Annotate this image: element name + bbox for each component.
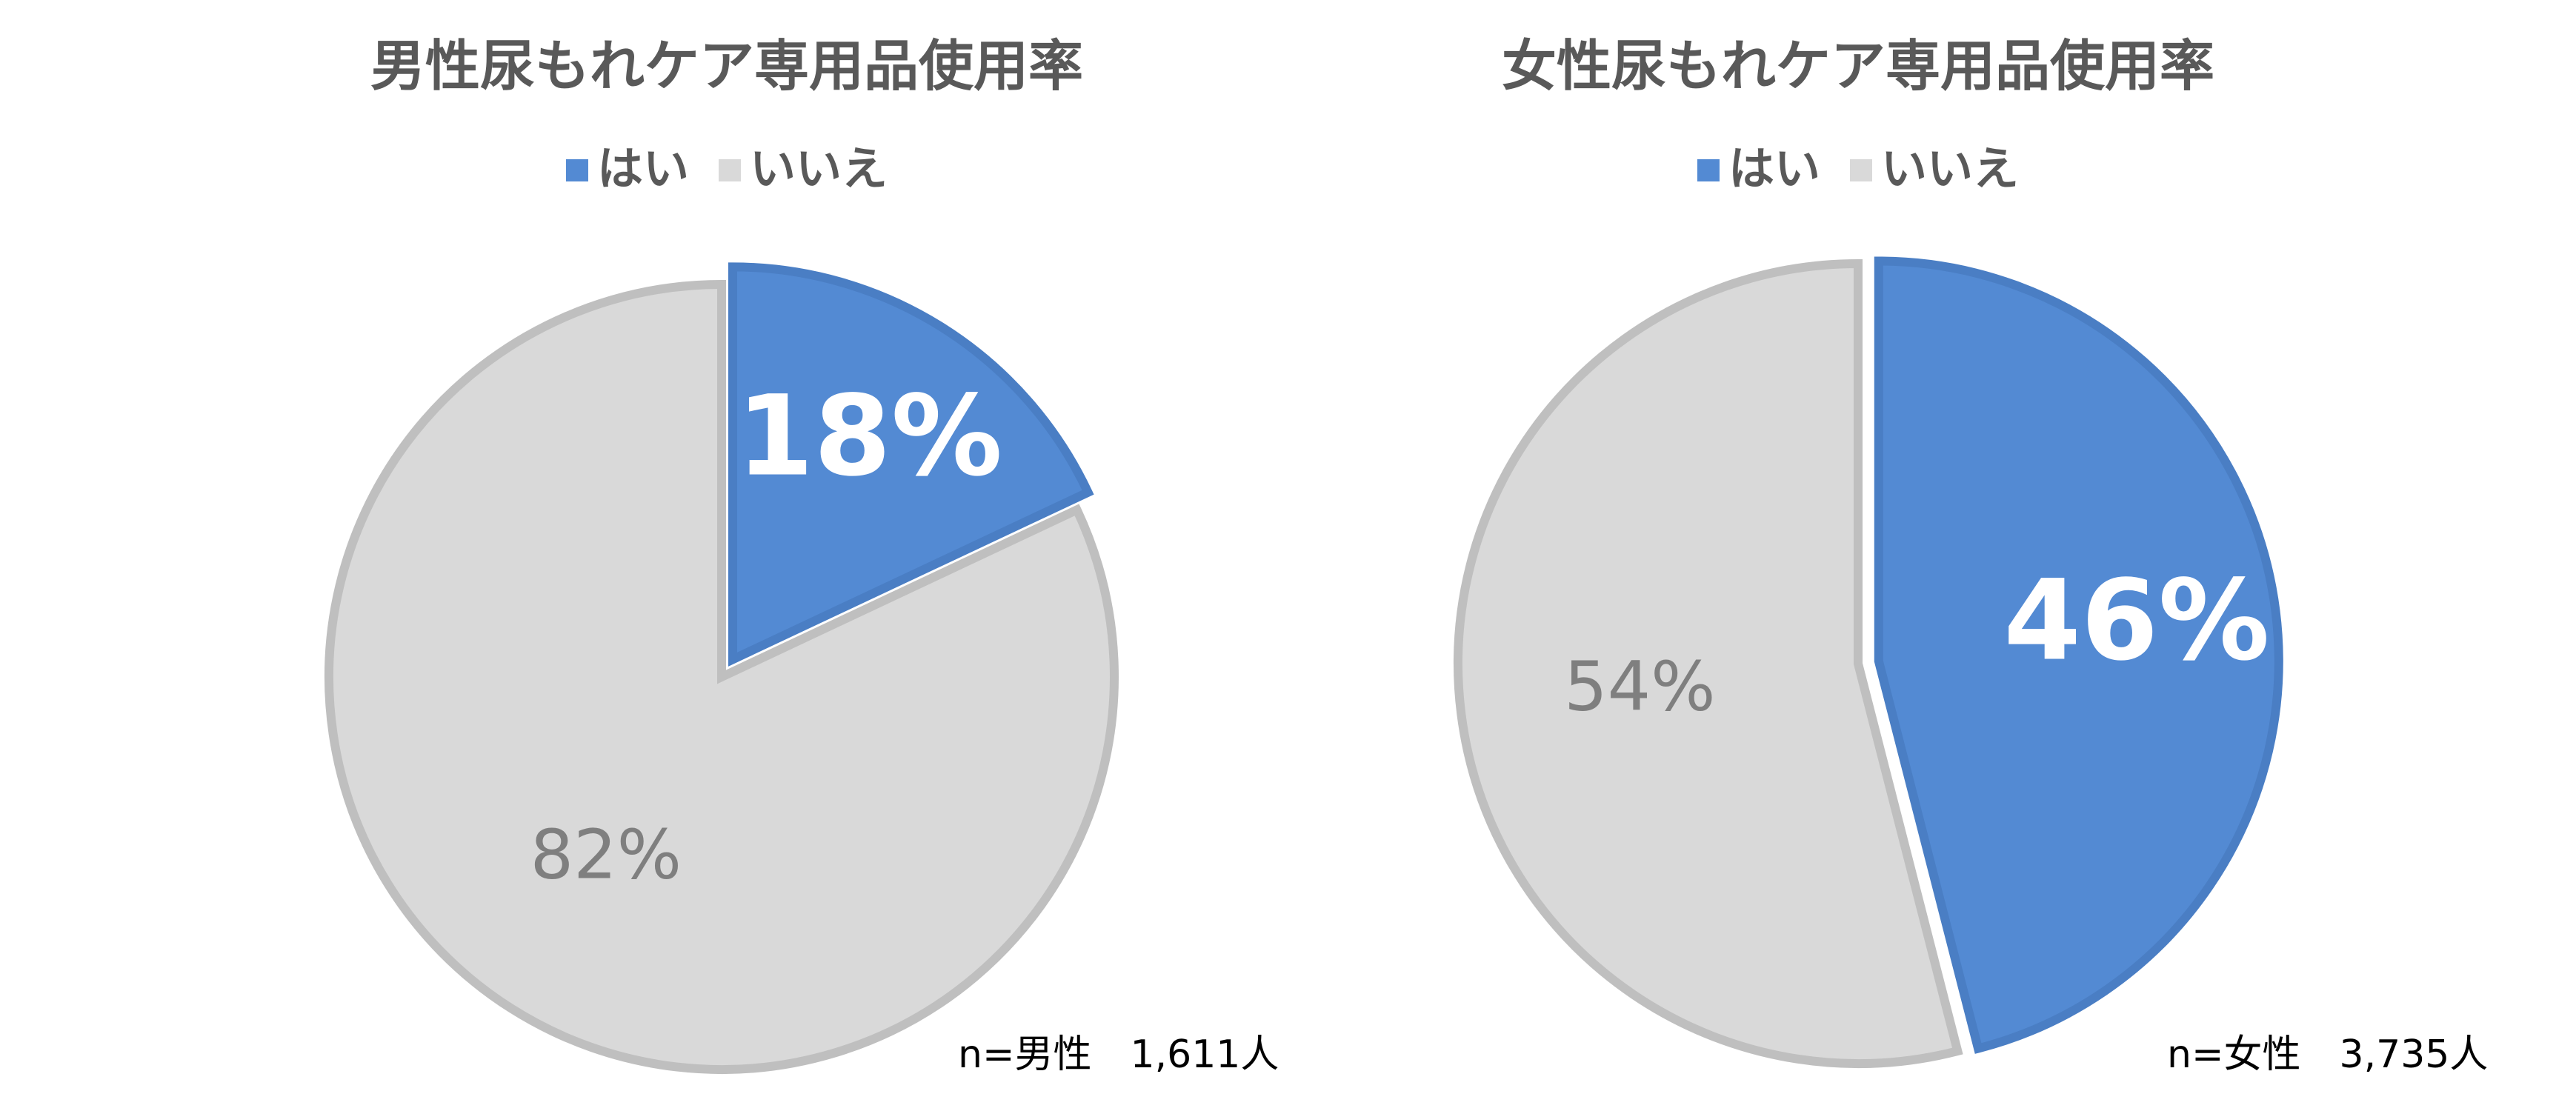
legend-label: はい bbox=[1728, 141, 1820, 196]
legend-marker bbox=[1697, 159, 1720, 181]
pie-slice bbox=[1453, 258, 1963, 1068]
pie-slice bbox=[728, 262, 1094, 667]
sample-note: n=男性 1,611人 bbox=[958, 1032, 1279, 1077]
data-label: 54% bbox=[1564, 647, 1715, 727]
legend-label: はい bbox=[597, 141, 689, 196]
legend-label: いいえ bbox=[1881, 141, 2019, 196]
data-label: 18% bbox=[736, 372, 1002, 501]
sample-note: n=女性 3,735人 bbox=[2167, 1032, 2488, 1077]
chart-title: 女性尿もれケア専用品使用率 bbox=[1502, 35, 2214, 99]
data-label: 82% bbox=[530, 815, 682, 894]
legend-marker bbox=[719, 159, 741, 181]
legend-marker bbox=[565, 159, 588, 181]
legend-label: いいえ bbox=[750, 141, 888, 196]
pie-slice bbox=[325, 279, 1119, 1074]
chart-title: 男性尿もれケア専用品使用率 bbox=[370, 35, 1083, 99]
pie-slice bbox=[1874, 256, 2283, 1054]
data-label: 46% bbox=[2003, 556, 2269, 685]
legend-marker bbox=[1850, 159, 1872, 181]
